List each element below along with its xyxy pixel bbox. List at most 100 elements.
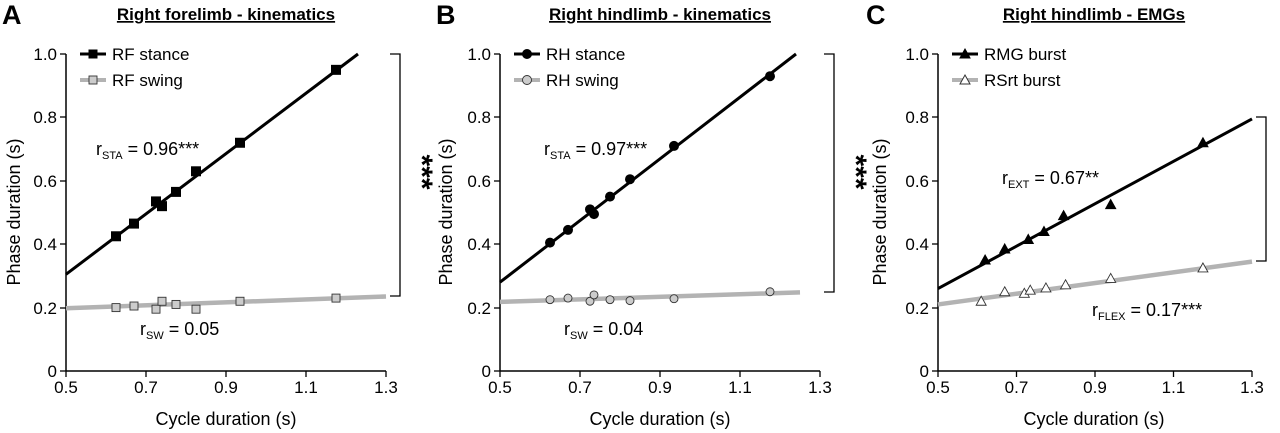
- data-point-rsrt-burst-c: [998, 285, 1011, 297]
- data-point-rsrt-burst-c: [1059, 278, 1072, 290]
- y-tick-label-a: 0.2: [33, 299, 57, 318]
- y-tick-label-a: 0.6: [33, 172, 57, 191]
- x-tick-label-a: 1.1: [294, 378, 318, 397]
- data-point-rf-swing-a: [191, 304, 201, 314]
- data-point-rsrt-burst-c: [1040, 282, 1052, 293]
- legend-marker-stance-a: [88, 49, 98, 59]
- y-tick-label-b: 0.8: [467, 108, 491, 127]
- fit-line-rh-stance-b: [499, 52, 797, 284]
- annotation-r-ext-c: rEXT = 0.67**: [1002, 168, 1099, 191]
- data-point-rh-stance-b: [625, 174, 635, 185]
- x-tick-label-a: 0.7: [134, 378, 158, 397]
- data-point-rf-stance-a: [331, 64, 341, 75]
- y-tick-label-b: 0: [482, 362, 491, 381]
- data-point-rsrt-burst-c: [1024, 284, 1037, 295]
- significance-bracket-c: [1256, 116, 1267, 262]
- significance-mark-c: **: [1271, 177, 1280, 201]
- x-tick-label-a: 0.5: [54, 378, 78, 397]
- x-tick-label-b: 1.1: [728, 378, 752, 397]
- y-axis-label-b: Phase duration (s): [436, 138, 456, 285]
- data-point-rf-swing-a: [129, 301, 139, 311]
- data-point-rh-swing-b: [765, 287, 775, 297]
- fit-line-rf-stance-a: [65, 52, 359, 276]
- y-axis-label-a: Phase duration (s): [4, 138, 24, 285]
- annotation-r-c: r: [1092, 300, 1098, 320]
- y-tick-label-b: 0.6: [467, 172, 491, 191]
- x-tick-label-c: 0.7: [1005, 378, 1029, 397]
- y-tick-label-c: 1.0: [905, 45, 929, 64]
- legend-marker-swing-b: [522, 75, 532, 85]
- data-point-rf-swing-a: [157, 296, 167, 306]
- fit-line-rh-swing-b: [499, 290, 801, 305]
- data-point-rsrt-burst-c: [1197, 262, 1209, 273]
- x-tick-label-b: 1.3: [808, 378, 832, 397]
- x-axis-label-a: Cycle duration (s): [155, 409, 296, 429]
- y-ticks-a: 0 0.2 0.4 0.6 0.8 1.0: [33, 45, 66, 381]
- x-ticks-c: 0.5 0.7 0.9 1.1 1.3: [926, 371, 1264, 397]
- annotation-r-a: r: [140, 319, 146, 339]
- annotation-sub-c: EXT: [1008, 179, 1030, 191]
- data-point-rf-swing-a: [235, 296, 245, 306]
- y-tick-label-b: 1.0: [467, 45, 491, 64]
- legend-c: RMG burst RSrt burst: [952, 45, 1066, 90]
- x-tick-label-b: 0.5: [488, 378, 512, 397]
- data-point-rf-stance-a: [129, 218, 139, 229]
- legend-a: RF stance RF swing: [80, 45, 189, 90]
- x-axis-label-b: Cycle duration (s): [589, 409, 730, 429]
- legend-label-burst-2-c: RSrt burst: [984, 71, 1061, 90]
- data-point-rmg-burst-c: [1104, 198, 1117, 210]
- legend-label-burst-1-c: RMG burst: [984, 45, 1066, 64]
- significance-mark-b: ***: [839, 154, 872, 189]
- panel-letter-c: C: [866, 0, 886, 30]
- annotation-sub-b: SW: [570, 330, 588, 342]
- data-point-rsrt-burst-c: [1104, 272, 1117, 283]
- annotation-sub-a: SW: [146, 330, 164, 342]
- data-point-rf-stance-a: [111, 231, 121, 242]
- legend-marker-swing-a: [88, 75, 98, 85]
- annotation-r-c: r: [1002, 168, 1008, 188]
- data-point-rh-swing-b: [545, 295, 555, 305]
- data-point-rh-stance-b: [765, 71, 775, 82]
- annotation-r-flex-c: rFLEX = 0.17***: [1092, 300, 1202, 323]
- y-tick-label-a: 0: [48, 362, 57, 381]
- significance-mark-a: ***: [405, 154, 438, 189]
- legend-marker-stance-b: [522, 49, 532, 59]
- data-point-rf-stance-a: [191, 166, 201, 177]
- panel-letter-a: A: [2, 0, 22, 30]
- legend-label-swing-b: RH swing: [546, 71, 619, 90]
- annotation-value-a: = 0.05: [164, 319, 220, 339]
- panel-title-a: Right forelimb - kinematics: [117, 5, 335, 24]
- data-point-rf-swing-a: [171, 299, 181, 309]
- y-tick-label-c: 0.8: [905, 108, 929, 127]
- y-tick-label-c: 0: [920, 362, 929, 381]
- annotation-sub-b: STA: [550, 150, 571, 162]
- data-point-rmg-burst-c: [998, 242, 1011, 254]
- annotation-value-c: = 0.17***: [1126, 300, 1203, 320]
- x-tick-label-c: 1.1: [1162, 378, 1186, 397]
- data-point-rh-swing-b: [605, 295, 615, 305]
- data-point-rf-swing-a: [111, 303, 121, 313]
- y-ticks-b: 0 0.2 0.4 0.6 0.8 1.0: [467, 45, 500, 381]
- x-tick-label-c: 0.9: [1083, 378, 1107, 397]
- legend-b: RH stance RH swing: [514, 45, 625, 90]
- data-point-rh-stance-b: [563, 224, 573, 235]
- panel-c: C Right hindlimb - EMGs Phase duration (…: [866, 0, 1280, 429]
- data-point-rf-swing-a: [151, 304, 161, 314]
- y-tick-label-c: 0.4: [905, 235, 929, 254]
- data-point-rf-stance-a: [157, 201, 167, 212]
- annotation-value-a: = 0.96***: [123, 139, 200, 159]
- annotation-r-sw-b: rSW = 0.04: [564, 319, 643, 342]
- legend-label-stance-a: RF stance: [112, 45, 189, 64]
- x-tick-label-a: 0.9: [214, 378, 238, 397]
- legend-marker-burst-1-c: [959, 47, 971, 59]
- legend-marker-burst-2-c: [959, 73, 971, 85]
- data-point-rh-stance-b: [545, 237, 555, 248]
- legend-label-stance-b: RH stance: [546, 45, 625, 64]
- x-tick-label-c: 1.3: [1240, 378, 1264, 397]
- data-point-rh-stance-b: [605, 191, 615, 202]
- x-tick-label-b: 0.9: [648, 378, 672, 397]
- x-axis-label-c: Cycle duration (s): [1023, 409, 1164, 429]
- data-point-rh-swing-b: [669, 294, 679, 304]
- panel-letter-b: B: [436, 0, 456, 30]
- y-tick-label-c: 0.2: [905, 299, 929, 318]
